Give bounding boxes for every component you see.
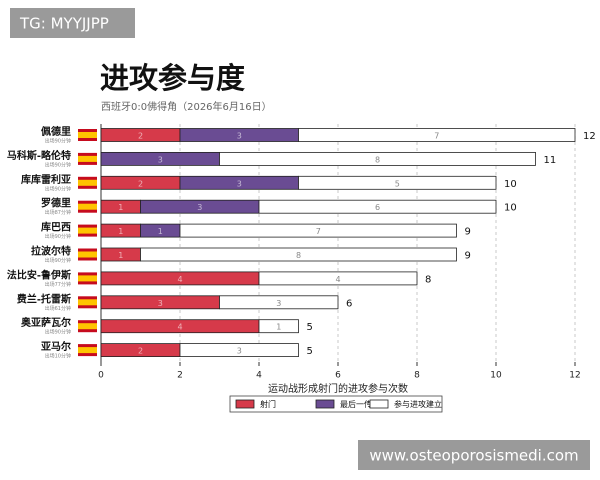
segment-label: 1 xyxy=(118,227,123,236)
player-name: 法比安-鲁伊斯 xyxy=(7,268,71,281)
segment-label: 2 xyxy=(138,132,143,141)
bar-segment xyxy=(219,295,339,310)
player-minutes: 出场90分钟 xyxy=(45,138,71,145)
segment-label: 1 xyxy=(118,203,123,212)
player-name: 罗德里 xyxy=(41,197,71,210)
flag xyxy=(78,227,97,234)
x-tick-label: 6 xyxy=(335,371,341,381)
x-tick-label: 2 xyxy=(177,371,183,381)
x-axis-label: 运动战形成射门的进攻参与次数 xyxy=(268,382,408,395)
total-label: 9 xyxy=(465,227,471,238)
segment-label: 3 xyxy=(237,347,242,356)
flag xyxy=(78,299,97,306)
legend-swatch xyxy=(235,399,255,409)
bar-segment xyxy=(179,343,299,358)
player-name: 费兰-托雷斯 xyxy=(17,292,71,305)
bar-segment xyxy=(258,271,418,286)
x-tick-label: 8 xyxy=(414,371,420,381)
segment-label: 3 xyxy=(237,132,242,141)
player-name: 佩德里 xyxy=(41,125,71,138)
player-minutes: 出场77分钟 xyxy=(45,281,71,288)
x-tick-label: 12 xyxy=(569,371,580,381)
bar-segment xyxy=(298,128,576,142)
bar-segment xyxy=(140,247,457,262)
total-label: 8 xyxy=(425,274,431,285)
total-label: 9 xyxy=(465,251,471,262)
segment-label: 8 xyxy=(375,155,380,164)
bar-segment xyxy=(179,223,457,238)
segment-label: 7 xyxy=(434,132,439,141)
player-name: 拉波尔特 xyxy=(31,245,71,258)
player-name: 马科斯-略伦特 xyxy=(7,149,71,162)
total-label: 5 xyxy=(307,346,313,357)
watermark-box xyxy=(10,8,135,38)
total-label: 6 xyxy=(346,298,352,309)
segment-label: 1 xyxy=(118,251,123,260)
segment-label: 1 xyxy=(276,323,281,332)
player-minutes: 出场90分钟 xyxy=(45,257,71,264)
segment-label: 6 xyxy=(375,203,380,212)
chart-title: 进攻参与度 xyxy=(100,61,245,95)
segment-label: 4 xyxy=(335,275,340,284)
player-minutes: 出场10分钟 xyxy=(45,353,71,360)
player-minutes: 出场90分钟 xyxy=(45,161,71,168)
flag xyxy=(78,347,97,354)
x-tick-label: 0 xyxy=(98,371,104,381)
player-minutes: 出场90分钟 xyxy=(45,329,71,336)
segment-label: 2 xyxy=(138,179,143,188)
segment-label: 3 xyxy=(237,179,242,188)
total-label: 12 xyxy=(583,131,596,142)
flag xyxy=(78,203,97,210)
total-label: 10 xyxy=(504,203,517,214)
player-name: 库巴西 xyxy=(41,221,71,234)
player-name: 库库雷利亚 xyxy=(21,173,71,186)
player-minutes: 出场90分钟 xyxy=(45,185,71,192)
bar-segment xyxy=(219,151,536,166)
flag xyxy=(78,132,97,138)
chart-subtitle: 西班牙0:0佛得角（2026年6月16日） xyxy=(101,100,272,113)
legend-box xyxy=(229,395,443,413)
total-label: 5 xyxy=(307,322,313,333)
legend-swatch xyxy=(315,399,335,409)
watermark: www.osteoporosismedi.com xyxy=(369,447,578,465)
segment-label: 3 xyxy=(158,299,163,308)
total-label: 10 xyxy=(504,179,517,190)
watermark: TG: MYYJJPP xyxy=(19,15,109,33)
bar-segment xyxy=(298,175,497,190)
segment-label: 1 xyxy=(158,227,163,236)
bar-segment xyxy=(258,319,299,334)
flag xyxy=(78,179,97,186)
flag xyxy=(78,155,97,162)
legend-label: 最后一传 xyxy=(340,399,372,409)
segment-label: 5 xyxy=(395,179,400,188)
total-label: 11 xyxy=(544,155,557,166)
legend-label: 射门 xyxy=(260,399,276,409)
x-tick-label: 10 xyxy=(490,371,502,381)
player-minutes: 出场87分钟 xyxy=(45,209,71,216)
segment-label: 4 xyxy=(177,323,182,332)
segment-label: 3 xyxy=(276,299,281,308)
player-name: 奥亚萨瓦尔 xyxy=(21,316,71,329)
segment-label: 3 xyxy=(158,155,163,164)
flag xyxy=(78,251,97,258)
segment-label: 3 xyxy=(197,203,202,212)
player-minutes: 出场61分钟 xyxy=(45,305,71,312)
player-name: 亚马尔 xyxy=(41,340,71,353)
player-minutes: 出场90分钟 xyxy=(45,233,71,240)
legend-swatch xyxy=(369,399,389,409)
segment-label: 8 xyxy=(296,251,301,260)
legend-label: 参与进攻建立 xyxy=(394,399,442,409)
watermark-box xyxy=(358,440,590,470)
flag xyxy=(78,275,97,282)
segment-label: 4 xyxy=(177,275,182,284)
x-tick-label: 4 xyxy=(256,371,262,381)
segment-label: 7 xyxy=(316,227,321,236)
bar-segment xyxy=(258,199,497,214)
segment-label: 2 xyxy=(138,347,143,356)
flag xyxy=(78,323,97,330)
